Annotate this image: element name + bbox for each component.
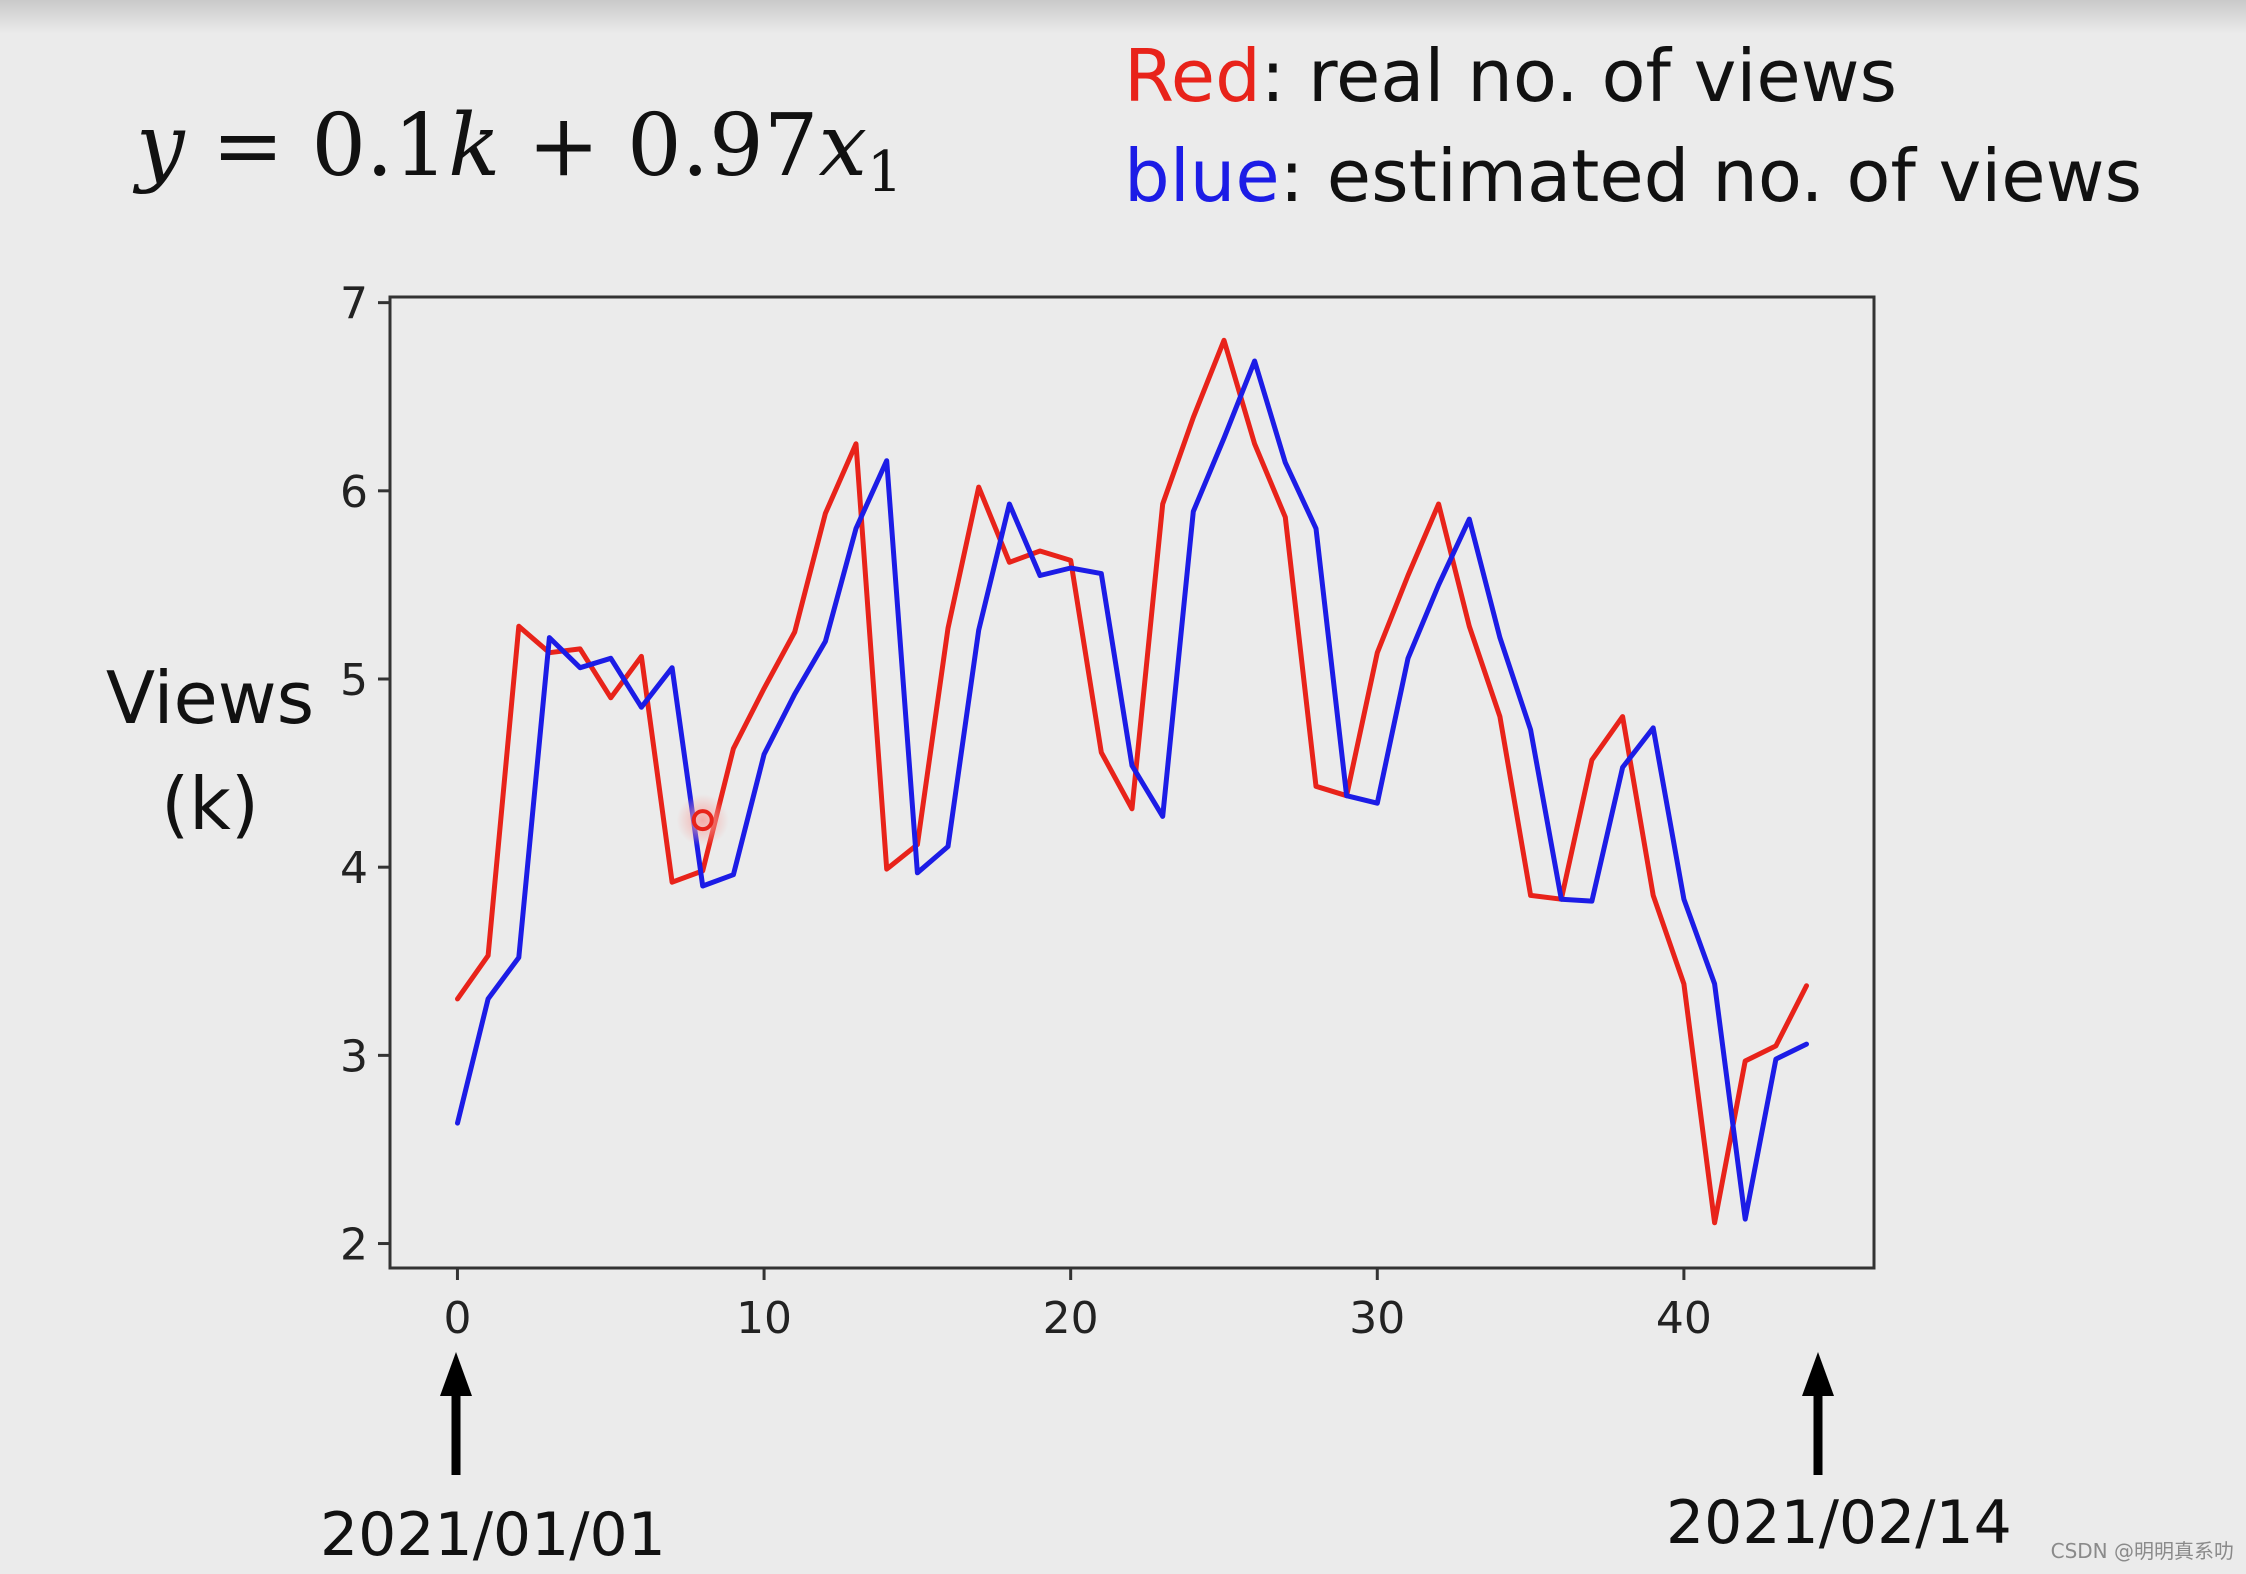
y-tick-label: 6 <box>340 467 368 518</box>
plot-frame <box>388 295 1876 1270</box>
x-tick-label: 10 <box>736 1293 792 1344</box>
x-tick-label: 40 <box>1656 1293 1712 1344</box>
series-line-real <box>455 337 1809 1226</box>
formula-x: x <box>818 96 867 196</box>
cursor-highlight-ring <box>691 809 714 832</box>
formula-k: k <box>448 96 501 196</box>
legend-real-text: : real no. of views <box>1260 34 1898 118</box>
end-date-label: 2021/02/14 <box>1666 1488 2012 1558</box>
date-arrows <box>440 1352 1834 1475</box>
y-axis-label-line2: (k) <box>161 762 259 846</box>
legend-estimated: blue: estimated no. of views <box>1124 126 2142 226</box>
formula-equals: = 0.1 <box>184 96 449 196</box>
end-arrow-head <box>1802 1352 1834 1396</box>
formula-y: y <box>136 96 185 196</box>
y-tick-label: 2 <box>340 1220 368 1271</box>
legend-estimated-color-word: blue <box>1124 134 1280 218</box>
legend: Red: real no. of views blue: estimated n… <box>1124 26 2142 226</box>
start-arrow-head <box>440 1352 472 1396</box>
legend-real-color-word: Red <box>1124 34 1261 118</box>
watermark: CSDN @明明真系叻 <box>2050 1539 2234 1563</box>
series-layer <box>455 337 1809 1226</box>
x-axis-ticks: 0 10 20 30 40 <box>443 1268 1712 1344</box>
y-tick-label: 4 <box>340 843 368 894</box>
y-axis-ticks: 2 3 4 5 6 7 <box>340 279 390 1271</box>
start-date-label: 2021/01/01 <box>320 1500 666 1570</box>
x-tick-label: 20 <box>1043 1293 1099 1344</box>
marker-layer <box>676 794 729 847</box>
y-axis-label-line1: Views <box>105 656 315 740</box>
regression-formula: y = 0.1k + 0.97x1 <box>136 96 903 205</box>
x-tick-label: 30 <box>1349 1293 1405 1344</box>
series-line-estimated <box>455 358 1809 1222</box>
y-tick-label: 7 <box>340 279 368 330</box>
top-shade <box>0 0 2246 34</box>
y-axis-label: Views (k) <box>100 645 320 857</box>
formula-subscript: 1 <box>866 140 903 205</box>
legend-real: Red: real no. of views <box>1124 26 2142 126</box>
y-tick-label: 3 <box>340 1031 368 1082</box>
formula-plus: + 0.97 <box>500 96 819 196</box>
cursor-highlight-glow <box>676 794 729 847</box>
y-tick-label: 5 <box>340 655 368 706</box>
x-tick-label: 0 <box>443 1293 471 1344</box>
legend-estimated-text: : estimated no. of views <box>1279 134 2142 218</box>
